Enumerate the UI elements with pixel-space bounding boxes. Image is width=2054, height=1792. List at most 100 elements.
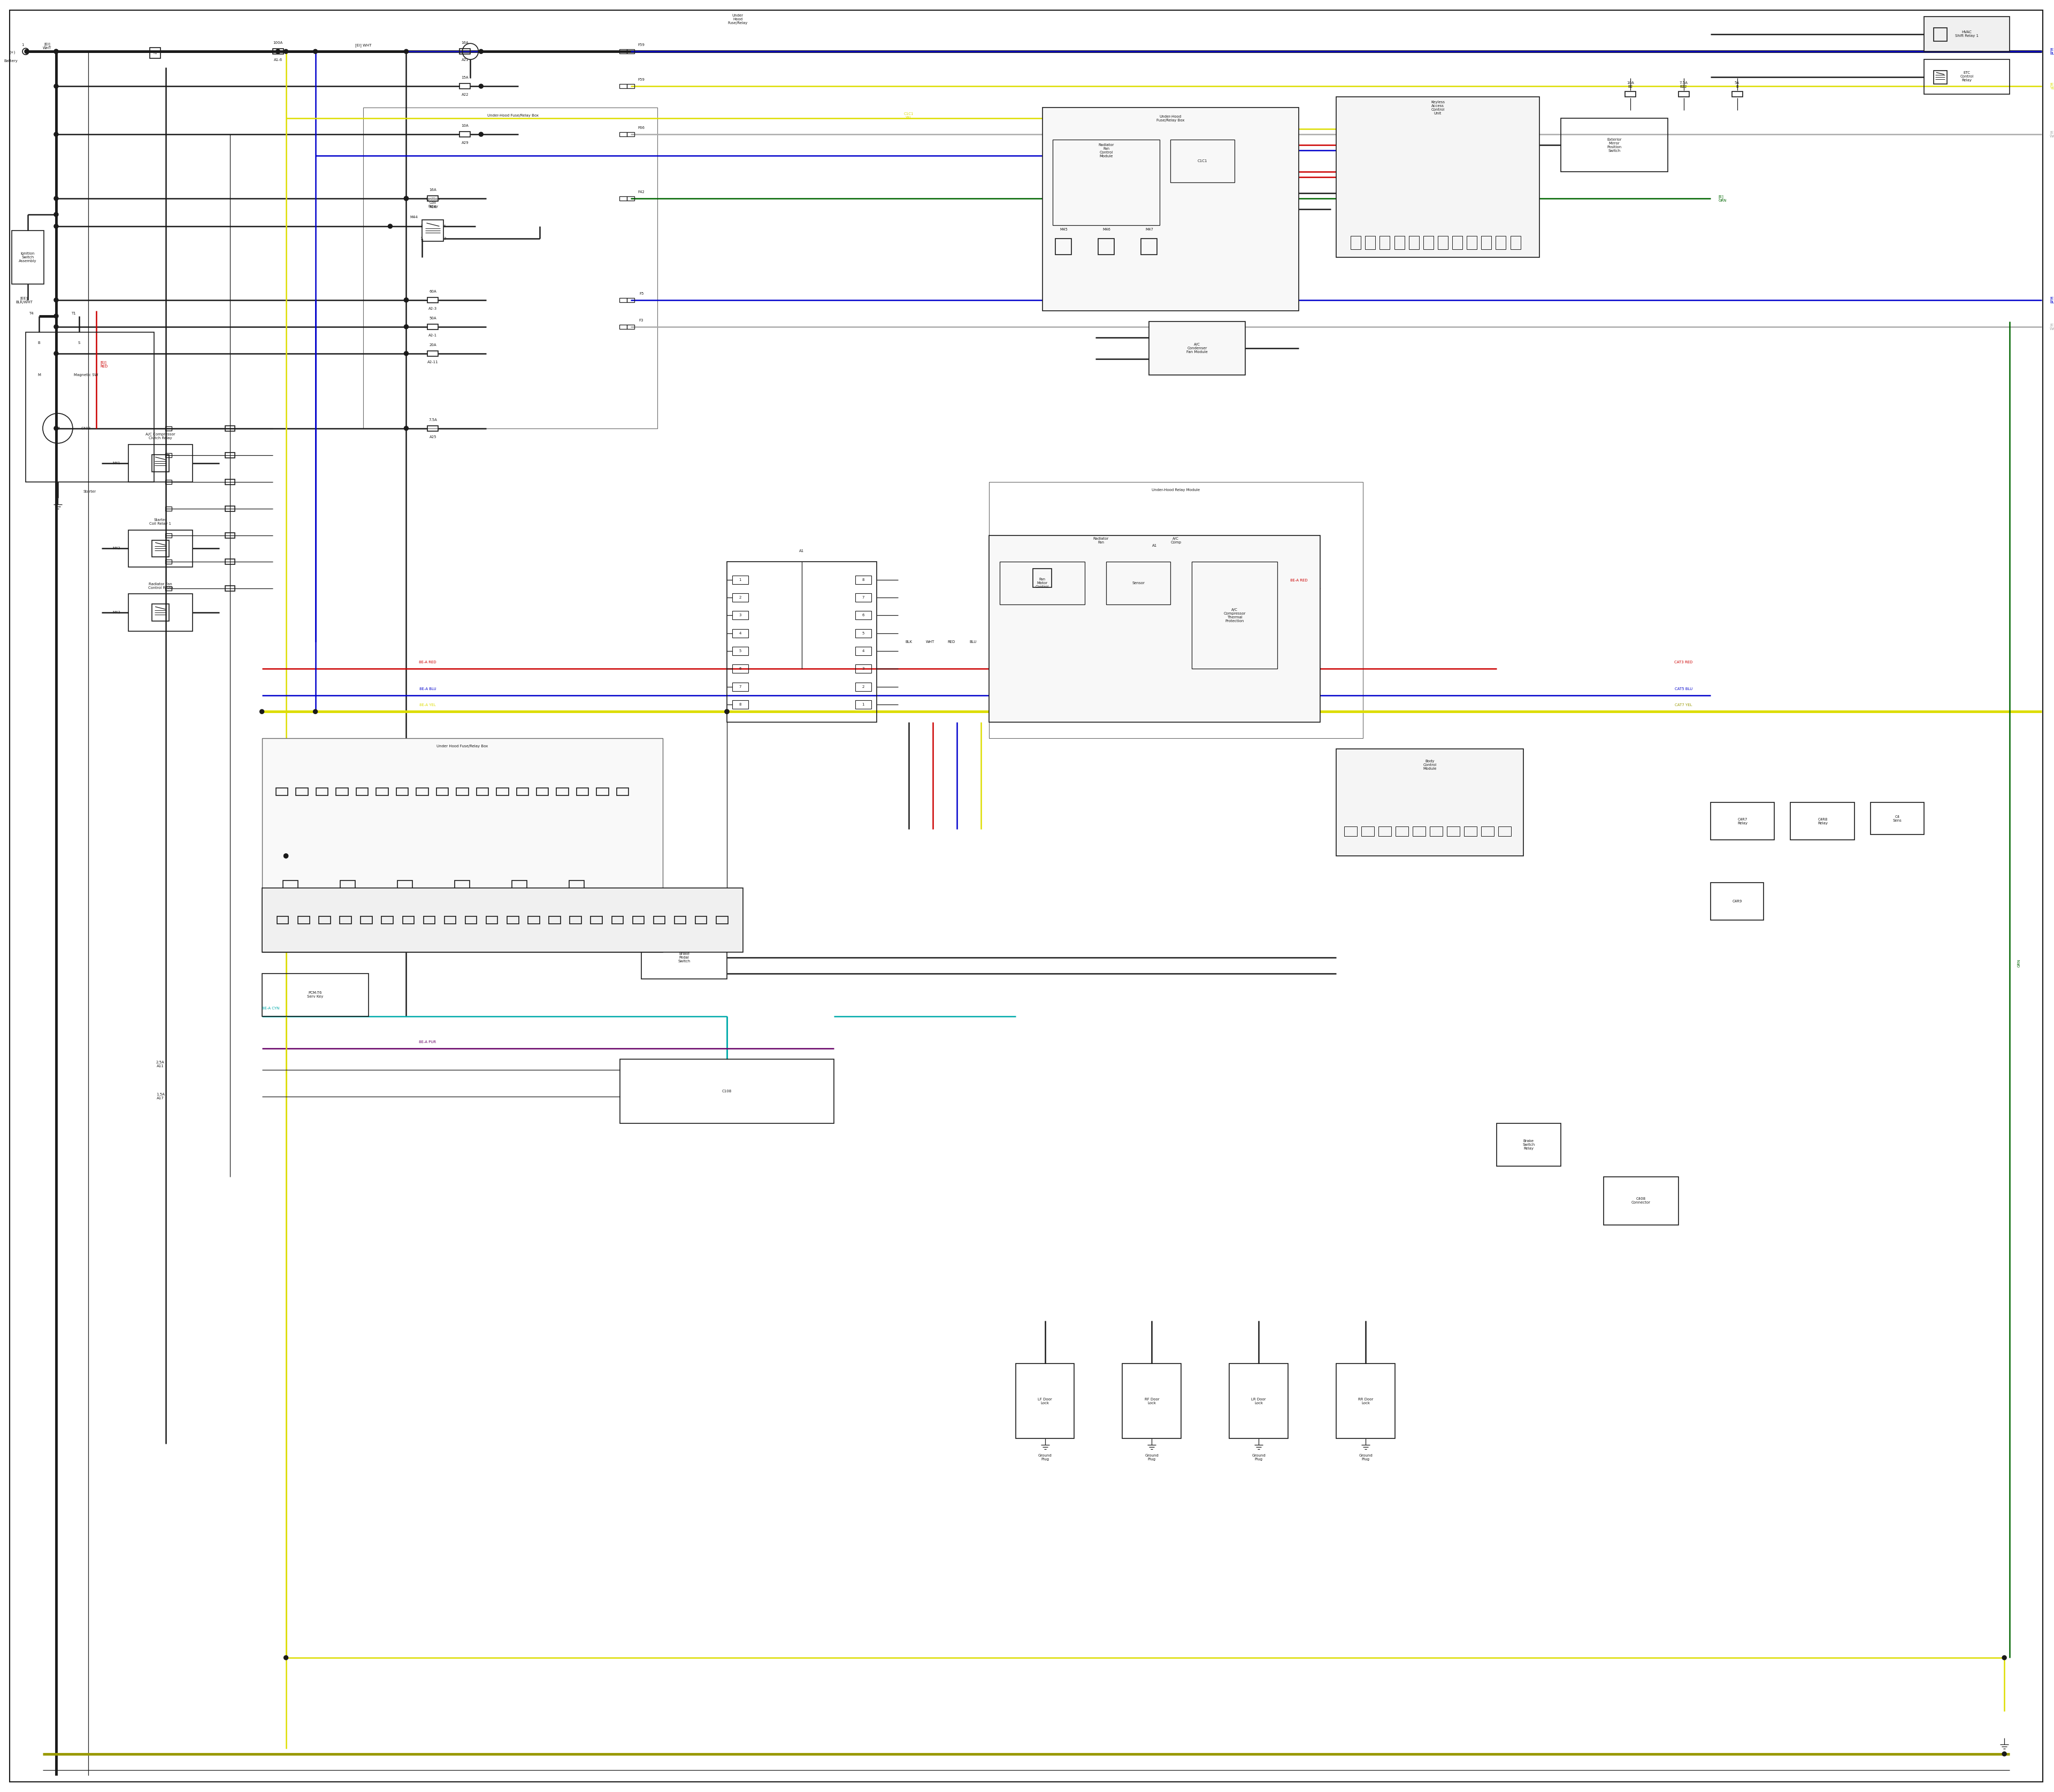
Text: 1: 1 [863,702,865,706]
Bar [1933,70,1947,84]
Bar [341,880,355,896]
Circle shape [405,197,409,201]
Text: T4: T4 [29,312,33,315]
Bar [988,482,1364,738]
Bar [460,84,470,90]
Text: A1: A1 [1152,545,1156,548]
Bar [1495,237,1506,249]
Text: 4: 4 [863,649,865,652]
Circle shape [725,710,729,713]
Circle shape [283,853,288,858]
Text: Body
Control
Module: Body Control Module [1423,760,1436,771]
Circle shape [2003,1753,2007,1756]
Circle shape [53,351,58,355]
Circle shape [312,710,318,713]
Bar [1099,238,1115,254]
Circle shape [405,351,409,355]
Bar [1362,826,1374,837]
Bar [596,909,608,919]
Bar [497,788,509,796]
Bar [511,880,528,896]
Text: 2.5A
A11: 2.5A A11 [156,1061,164,1068]
Text: RED: RED [947,640,955,643]
Text: M45: M45 [1060,228,1068,231]
Bar [569,880,583,896]
Bar [403,916,415,925]
Bar [626,197,635,201]
Bar [536,909,548,919]
Text: 16A: 16A [429,188,438,192]
Bar [528,916,540,925]
Circle shape [53,297,58,303]
Bar [1497,1124,1561,1167]
Text: C4
Sens: C4 Sens [1894,815,1902,823]
Text: CAT5 BLU: CAT5 BLU [1674,688,1692,690]
Circle shape [25,50,29,54]
Circle shape [388,224,392,228]
Text: F59: F59 [639,79,645,81]
Bar [1056,238,1072,254]
Circle shape [53,314,58,319]
Bar [1352,237,1362,249]
Text: F59: F59 [639,43,645,47]
Bar [454,880,470,896]
Bar [1230,1364,1288,1439]
Text: Starter: Starter [84,489,97,493]
Text: A2-11: A2-11 [427,360,438,364]
Bar [226,586,234,591]
Bar [337,788,347,796]
Text: 6: 6 [739,667,741,670]
Bar [1481,237,1491,249]
Text: Radiator
Fan: Radiator Fan [1093,538,1109,545]
Circle shape [725,710,729,713]
Text: 10A
B2: 10A B2 [1627,81,1633,88]
Bar [626,324,635,330]
Circle shape [479,133,483,136]
Bar [536,788,548,796]
Text: 8E-A RED: 8E-A RED [1290,579,1308,582]
Text: Ground
Plug: Ground Plug [1037,1453,1052,1460]
Bar [435,909,448,919]
Bar [497,909,509,919]
Text: A/C
Comp: A/C Comp [1171,538,1181,545]
Bar [854,683,871,692]
Text: 2: 2 [863,685,865,688]
Bar [460,131,470,136]
Text: 50A: 50A [429,317,438,319]
Bar [1467,237,1477,249]
Circle shape [53,426,58,430]
Bar [273,48,283,54]
Bar [25,332,154,482]
Text: 7.5A
B22: 7.5A B22 [1680,81,1688,88]
Bar [427,426,438,430]
Bar [1413,826,1425,837]
Text: [EE]
BLK/WHT: [EE] BLK/WHT [16,296,33,303]
Bar [355,788,368,796]
Text: A/C Compressor
Clutch Relay: A/C Compressor Clutch Relay [146,434,175,439]
Bar [1446,826,1460,837]
Text: 10A: 10A [462,124,468,127]
Text: F42: F42 [639,190,645,194]
Bar [1711,803,1775,840]
Bar [620,197,626,201]
Bar [854,647,871,656]
Text: 16A: 16A [462,41,468,45]
Circle shape [53,50,58,54]
Text: 8E-A RED: 8E-A RED [419,661,435,665]
Bar [427,324,438,330]
Bar [427,195,438,201]
Bar [674,916,686,925]
Bar [1430,826,1442,837]
Bar [1423,237,1434,249]
Bar [1337,1364,1395,1439]
Bar [626,133,635,136]
Bar [164,586,173,591]
Bar [283,880,298,896]
Text: RF Door
Lock: RF Door Lock [1144,1398,1158,1405]
Bar [164,532,173,538]
Circle shape [405,50,409,54]
Circle shape [283,853,288,858]
Text: RR Door
Lock: RR Door Lock [1358,1398,1374,1405]
Circle shape [259,710,265,713]
Bar [1452,237,1462,249]
